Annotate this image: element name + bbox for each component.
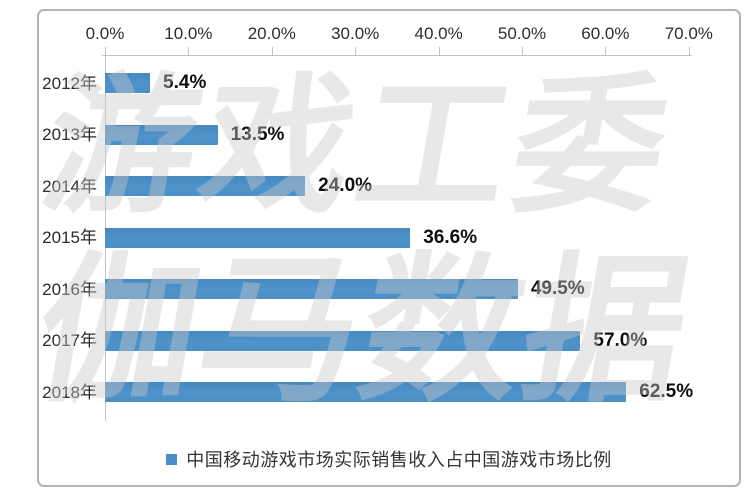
x-axis-tick-label: 70.0% bbox=[664, 24, 713, 43]
value-label: 24.0% bbox=[318, 175, 373, 196]
category-label: 2012年 bbox=[42, 73, 97, 93]
x-axis-tick-label: 40.0% bbox=[414, 24, 463, 43]
x-axis-tick-label: 30.0% bbox=[331, 24, 380, 43]
value-label: 5.4% bbox=[163, 72, 207, 93]
chart-frame: 0.0% 10.0% 20.0% 30.0% 40.0% 50.0% 60.0% 70.0% … bbox=[37, 9, 741, 487]
watermark-text-line1: 游戏工委 bbox=[37, 62, 686, 230]
legend: 中国移动游戏市场实际销售收入占中国游戏市场比例 bbox=[39, 447, 739, 471]
x-axis-tick-mark bbox=[355, 47, 357, 55]
bar-2016年 bbox=[105, 279, 518, 299]
bar-2018年 bbox=[105, 382, 627, 402]
x-axis-tick-label: 0.0% bbox=[85, 24, 125, 43]
value-label: 62.5% bbox=[639, 381, 694, 402]
value-label: 36.6% bbox=[423, 226, 478, 248]
x-axis-tick-label: 20.0% bbox=[247, 24, 296, 43]
bar-2012年 bbox=[105, 73, 151, 93]
x-axis-tick-label: 60.0% bbox=[581, 24, 630, 43]
value-label: 49.5% bbox=[530, 278, 585, 299]
bar-2017年 bbox=[105, 330, 581, 351]
x-axis-tick-mark bbox=[188, 47, 190, 55]
category-label: 2015年 bbox=[42, 228, 97, 247]
category-label: 2013年 bbox=[42, 125, 97, 144]
x-axis-tick-mark bbox=[605, 47, 607, 55]
category-label: 2018年 bbox=[42, 382, 97, 402]
x-axis-tick-mark bbox=[438, 47, 440, 55]
x-axis-tick-mark bbox=[271, 47, 273, 55]
x-axis-tick-mark bbox=[105, 47, 106, 55]
x-axis-line bbox=[102, 55, 692, 56]
x-axis-tick-mark bbox=[688, 47, 690, 55]
category-label: 2016年 bbox=[42, 279, 97, 299]
value-label: 13.5% bbox=[230, 123, 285, 145]
value-label: 57.0% bbox=[593, 329, 648, 351]
x-axis-tick-label: 50.0% bbox=[497, 24, 547, 43]
legend-color-swatch bbox=[166, 453, 178, 465]
legend-label: 中国移动游戏市场实际销售收入占中国游戏市场比例 bbox=[186, 450, 612, 470]
bar-2014年 bbox=[105, 176, 306, 196]
bar-2015年 bbox=[105, 227, 411, 248]
category-label: 2017年 bbox=[42, 331, 97, 350]
x-axis-tick-mark bbox=[522, 47, 523, 55]
bar-2013年 bbox=[105, 124, 218, 145]
category-label: 2014年 bbox=[42, 176, 97, 196]
x-axis-tick-label: 10.0% bbox=[164, 24, 213, 43]
